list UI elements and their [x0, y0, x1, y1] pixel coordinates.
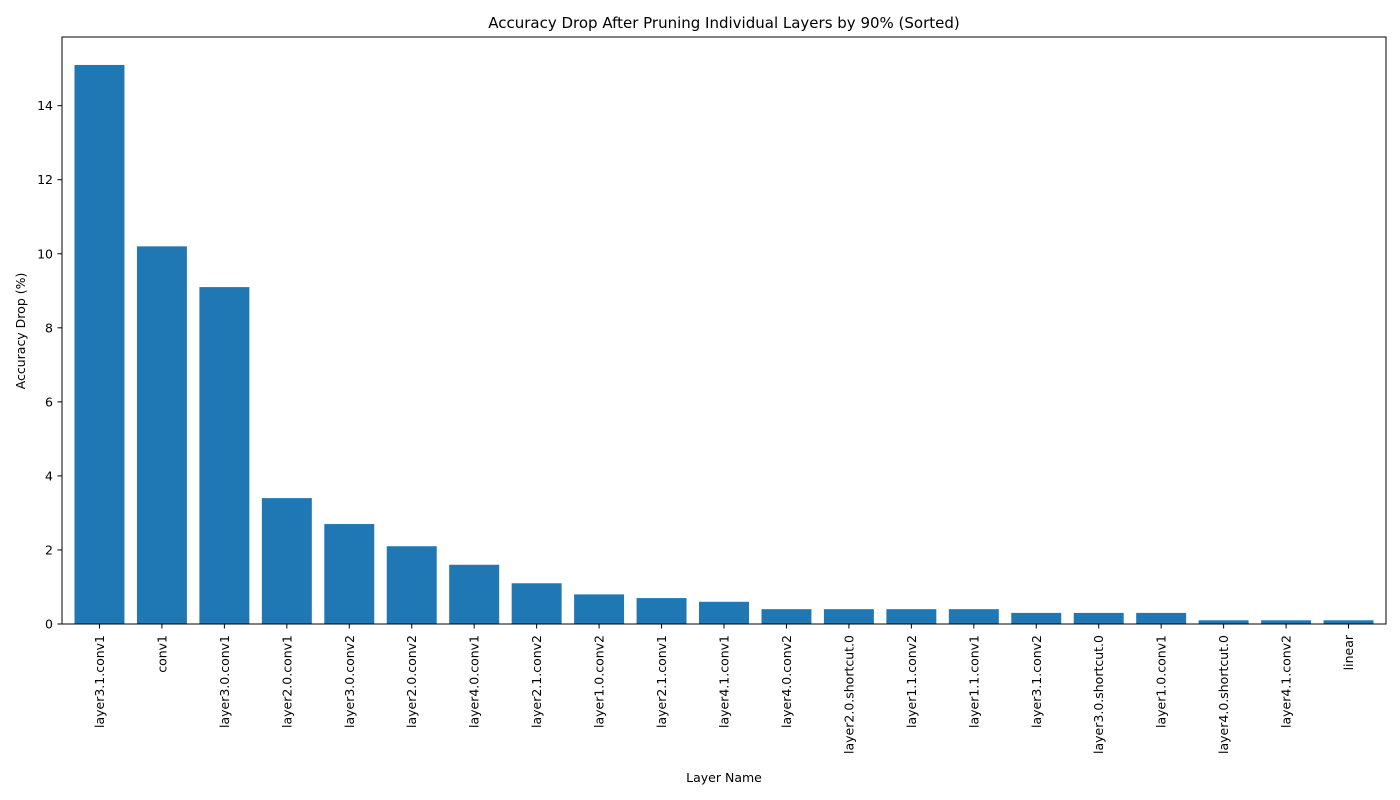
y-tick-label: 10: [37, 246, 53, 261]
bar: [761, 609, 812, 624]
y-tick-label: 14: [37, 98, 53, 113]
x-tick-label: layer1.0.conv2: [592, 635, 607, 728]
bar: [136, 246, 187, 625]
x-tick-label: layer4.1.conv2: [1279, 635, 1294, 728]
y-tick-label: 6: [45, 394, 53, 409]
x-tick-label: layer3.1.conv2: [1029, 635, 1044, 728]
y-tick-label: 12: [37, 172, 53, 187]
x-tick-label: layer2.0.shortcut.0: [841, 635, 856, 754]
bar: [511, 583, 562, 624]
x-tick-label: layer2.0.conv2: [404, 635, 419, 728]
bar: [823, 609, 874, 624]
bar: [636, 598, 687, 624]
bars-group: [74, 64, 1374, 625]
bar: [74, 64, 125, 624]
x-tick-label: layer4.0.shortcut.0: [1216, 635, 1231, 754]
bar: [324, 524, 375, 624]
bar: [386, 546, 437, 624]
bar: [261, 498, 312, 624]
x-tick-label: layer3.1.conv1: [92, 635, 107, 728]
bar: [1261, 620, 1312, 624]
y-tick-label: 4: [45, 468, 53, 483]
y-tick-label: 2: [45, 542, 53, 557]
x-tick-label: layer3.0.conv2: [342, 635, 357, 728]
bar: [1011, 612, 1062, 624]
x-tick-label: layer1.0.conv1: [1154, 635, 1169, 728]
x-tick-label: layer4.0.conv1: [467, 635, 482, 728]
bar: [1136, 612, 1187, 624]
y-axis-label: Accuracy Drop (%): [13, 273, 28, 390]
x-tick-label: linear: [1341, 634, 1356, 670]
bar: [1323, 620, 1374, 624]
x-axis-label: Layer Name: [686, 770, 762, 785]
bar: [1198, 620, 1249, 624]
y-axis: 0 2 4 6 8 10 12 14: [37, 98, 62, 632]
bar: [886, 609, 937, 624]
x-tick-label: layer3.0.conv1: [217, 635, 232, 728]
x-tick-label: layer4.0.conv2: [779, 635, 794, 728]
y-tick-label: 0: [45, 617, 53, 632]
x-tick-label: layer2.1.conv2: [529, 635, 544, 728]
x-tick-label: layer2.0.conv1: [279, 635, 294, 728]
plot-frame: [61, 36, 1387, 625]
bar: [1073, 612, 1124, 624]
bar: [199, 287, 250, 624]
x-tick-label: layer1.1.conv2: [904, 635, 919, 728]
x-axis: layer3.1.conv1 conv1 layer3.0.conv1 layer2.…: [92, 624, 1356, 754]
bar: [449, 564, 500, 624]
chart-title: Accuracy Drop After Pruning Individual L…: [488, 14, 960, 32]
x-tick-label: layer3.0.shortcut.0: [1091, 635, 1106, 754]
bar: [948, 609, 999, 624]
y-tick-label: 8: [45, 320, 53, 335]
x-tick-label: layer2.1.conv1: [654, 635, 669, 728]
bar: [699, 601, 749, 624]
x-tick-label: layer4.1.conv1: [717, 635, 732, 728]
x-tick-label: layer1.1.conv1: [966, 635, 981, 728]
bar: [574, 594, 625, 624]
x-tick-label: conv1: [154, 635, 169, 673]
